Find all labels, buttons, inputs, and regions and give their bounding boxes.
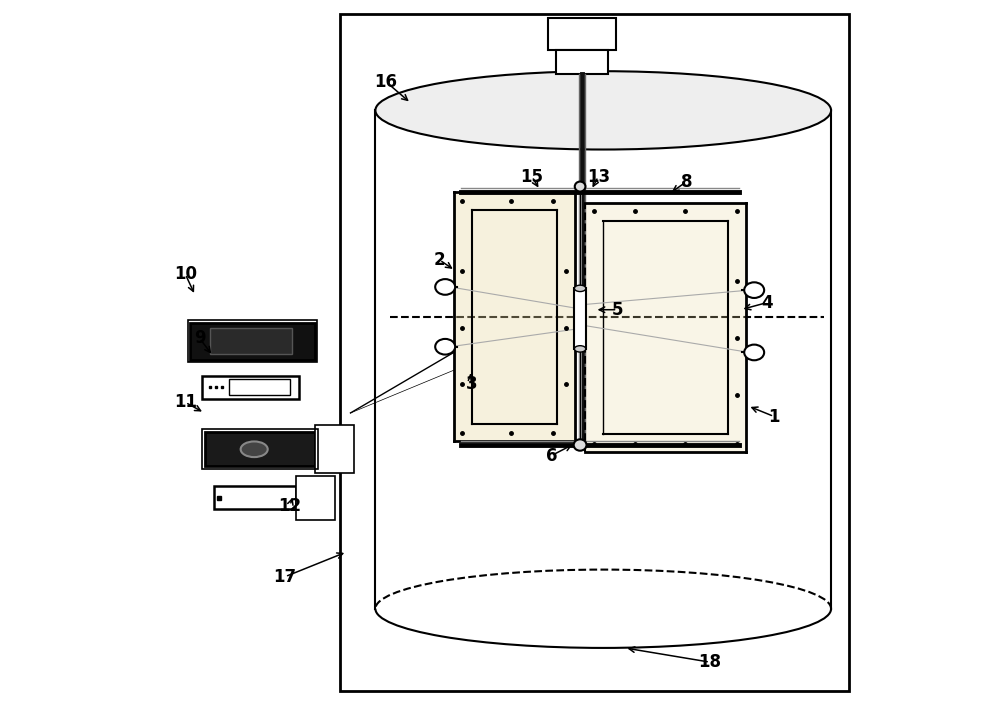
Bar xyxy=(585,203,746,452)
Bar xyxy=(574,288,586,349)
Text: 18: 18 xyxy=(699,653,722,671)
Text: 12: 12 xyxy=(278,496,302,515)
Text: 10: 10 xyxy=(174,265,197,283)
Bar xyxy=(202,429,318,469)
Bar xyxy=(210,328,292,354)
Text: 9: 9 xyxy=(194,329,205,347)
Ellipse shape xyxy=(574,439,587,451)
Text: 4: 4 xyxy=(761,293,773,312)
Ellipse shape xyxy=(241,441,268,457)
Bar xyxy=(340,14,849,691)
Bar xyxy=(296,476,335,520)
Text: 5: 5 xyxy=(612,300,623,319)
Bar xyxy=(556,50,608,74)
Bar xyxy=(190,323,315,360)
Ellipse shape xyxy=(574,346,586,352)
Bar xyxy=(229,379,290,395)
Bar xyxy=(202,376,299,399)
Bar xyxy=(315,425,354,473)
Text: 17: 17 xyxy=(273,567,297,586)
Ellipse shape xyxy=(575,182,585,192)
Text: 1: 1 xyxy=(768,407,780,426)
Ellipse shape xyxy=(375,71,831,150)
Text: 8: 8 xyxy=(681,172,692,191)
Text: 13: 13 xyxy=(587,167,610,186)
Text: 2: 2 xyxy=(434,251,445,269)
Ellipse shape xyxy=(744,345,764,360)
Ellipse shape xyxy=(574,286,586,292)
Text: 16: 16 xyxy=(375,73,398,91)
Ellipse shape xyxy=(435,279,455,295)
Text: 11: 11 xyxy=(174,393,197,412)
Text: 15: 15 xyxy=(521,167,544,186)
Bar xyxy=(214,486,296,509)
Text: 3: 3 xyxy=(466,375,477,394)
Ellipse shape xyxy=(435,339,455,355)
Bar xyxy=(548,18,616,50)
Bar xyxy=(205,432,315,466)
Bar xyxy=(188,320,317,362)
Ellipse shape xyxy=(744,282,764,298)
Text: 6: 6 xyxy=(546,446,557,465)
Bar xyxy=(454,192,575,441)
